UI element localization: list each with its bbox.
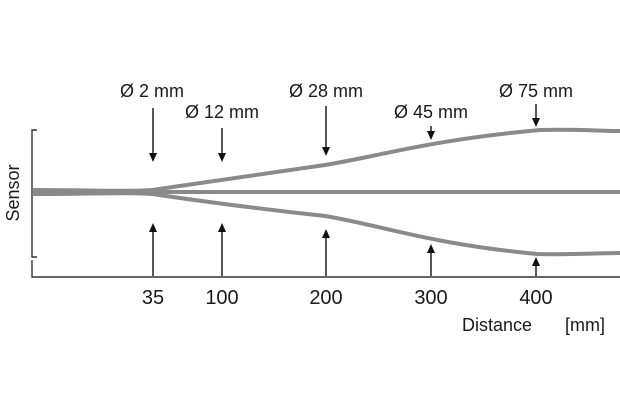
arrow-down-head-300 (427, 131, 435, 140)
tick-label-35: 35 (142, 287, 164, 309)
sensor-bracket (31, 129, 37, 258)
arrow-down-head-35 (149, 153, 157, 162)
arrow-down-head-200 (322, 147, 330, 156)
diameter-label-28mm: Ø 28 mm (289, 81, 363, 101)
arrow-up-head-400 (532, 257, 540, 266)
arrow-up-head-300 (427, 244, 435, 253)
arrow-up-head-200 (322, 229, 330, 238)
x-axis-unit: [mm] (565, 315, 605, 335)
spot-arrows (149, 104, 540, 276)
beam-lower-edge (32, 191, 620, 257)
beam-upper-edge (32, 127, 620, 193)
x-axis-title: Distance (462, 315, 532, 335)
arrow-up-head-100 (218, 223, 226, 232)
tick-label-200: 200 (309, 287, 342, 309)
x-axis-line (31, 260, 620, 278)
arrow-down-head-100 (218, 153, 226, 162)
arrow-up-head-35 (149, 223, 157, 232)
sensor-label: Sensor (3, 164, 23, 221)
diameter-label-2mm: Ø 2 mm (120, 81, 184, 101)
diameter-label-45mm: Ø 45 mm (394, 102, 468, 122)
tick-label-300: 300 (414, 287, 447, 309)
diameter-label-12mm: Ø 12 mm (185, 102, 259, 122)
tick-label-100: 100 (205, 287, 238, 309)
arrow-down-head-400 (532, 118, 540, 127)
tick-label-400: 400 (519, 287, 552, 309)
diameter-label-75mm: Ø 75 mm (499, 81, 573, 101)
